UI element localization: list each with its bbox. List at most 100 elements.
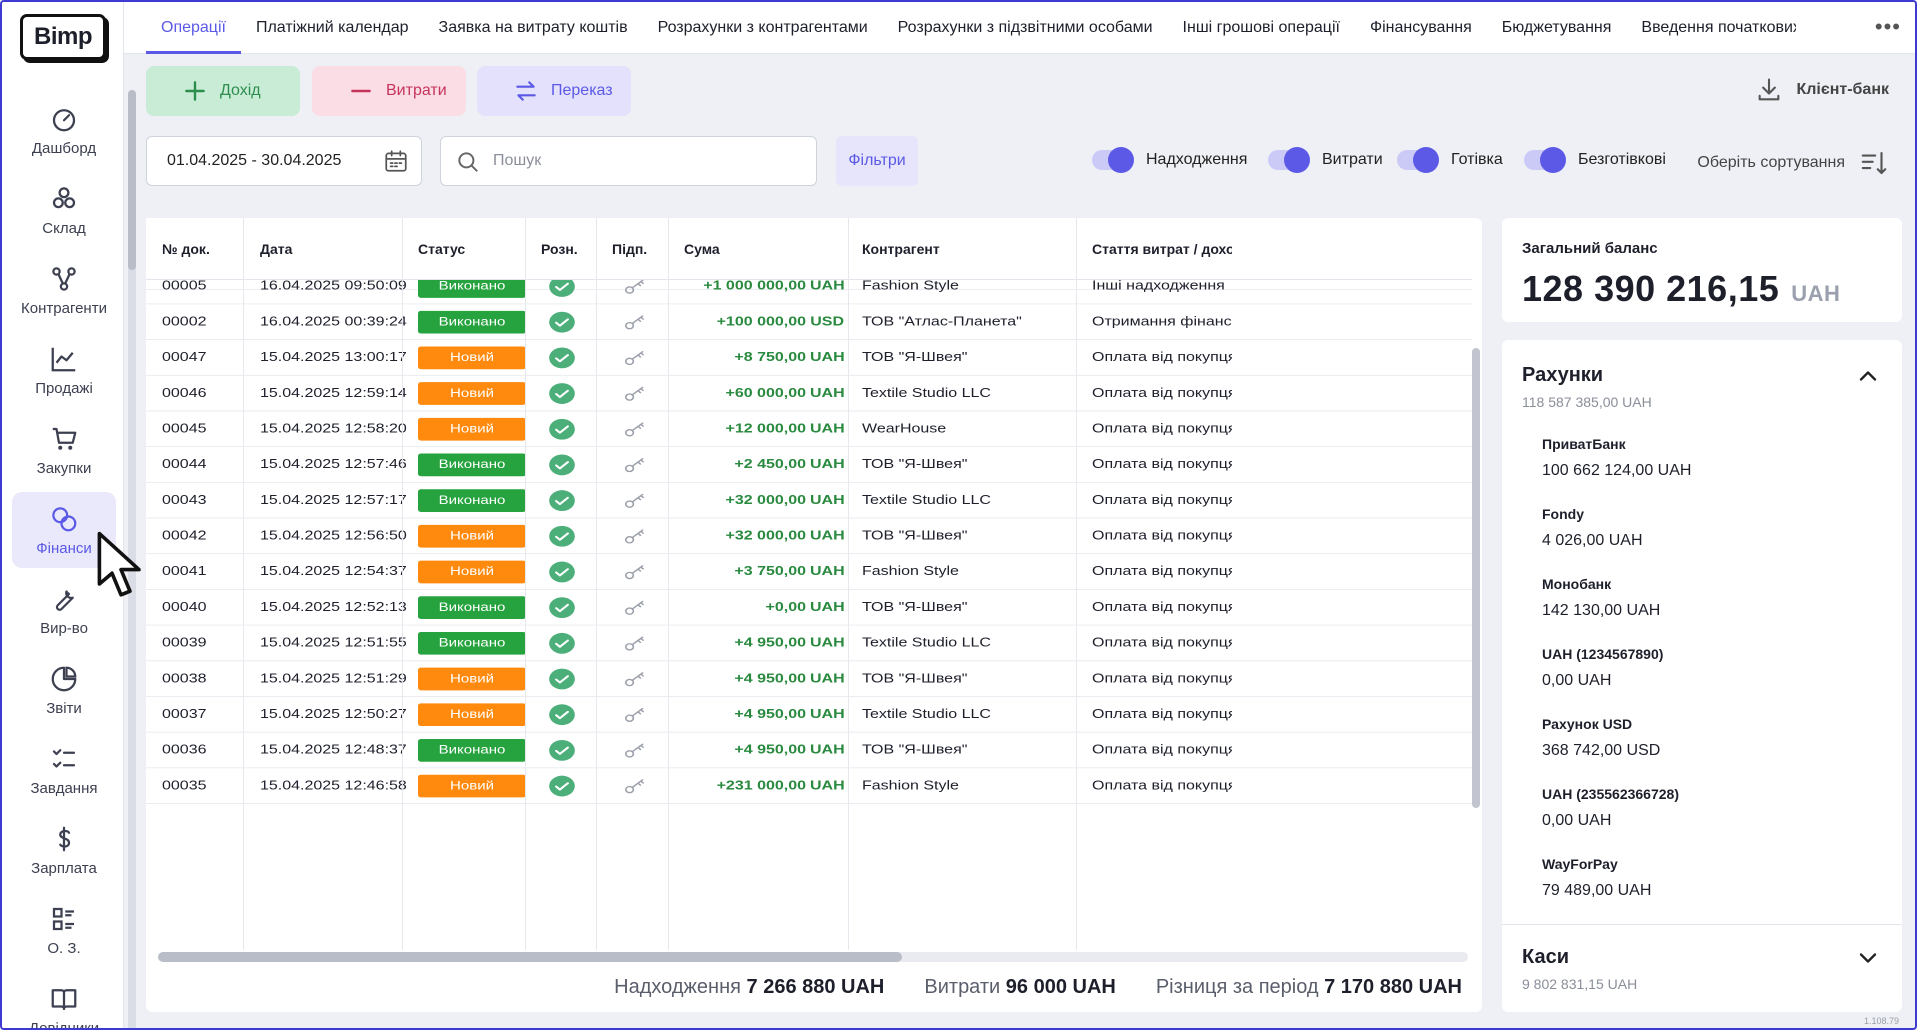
sort-dropdown[interactable]: Оберіть сортування bbox=[1697, 148, 1889, 178]
column-header-3[interactable]: Розн. bbox=[541, 241, 578, 257]
status-badge[interactable]: Новий bbox=[418, 346, 526, 370]
search-input[interactable] bbox=[493, 137, 803, 185]
calendar-icon[interactable] bbox=[383, 148, 409, 174]
sidebar-item-11[interactable]: Довідники bbox=[12, 972, 116, 1028]
table-row[interactable]: 00037 15.04.2025 12:50:27 Новий +4 950,00 UA… bbox=[146, 697, 1472, 733]
sidebar-item-10[interactable]: О. З. bbox=[12, 892, 116, 968]
chevron-up-icon[interactable] bbox=[1854, 362, 1882, 390]
tab-2[interactable]: Заявка на витрату коштів bbox=[438, 19, 628, 36]
tab-3[interactable]: Розрахунки з контрагентами bbox=[657, 19, 868, 36]
sidebar-item-2[interactable]: Контрагенти bbox=[12, 252, 116, 328]
date-range-picker[interactable]: 01.04.2025 - 30.04.2025 bbox=[146, 136, 422, 186]
status-badge[interactable]: Новий bbox=[418, 703, 526, 727]
key-icon[interactable] bbox=[622, 776, 648, 797]
tab-7[interactable]: Бюджетування bbox=[1501, 19, 1612, 36]
table-row[interactable]: 00002 16.04.2025 00:39:24 Виконано +100 000… bbox=[146, 304, 1472, 341]
table-vertical-scrollbar[interactable] bbox=[1472, 348, 1480, 808]
column-header-2[interactable]: Статус bbox=[418, 241, 466, 257]
accounts-title[interactable]: Рахунки bbox=[1522, 364, 1604, 386]
key-icon[interactable] bbox=[622, 454, 648, 475]
column-header-7[interactable]: Стаття витрат / доходів bbox=[1092, 241, 1232, 257]
key-icon[interactable] bbox=[622, 276, 648, 297]
column-divider[interactable] bbox=[668, 218, 669, 950]
key-icon[interactable] bbox=[622, 419, 648, 440]
cell-contractor[interactable]: Fashion Style bbox=[862, 778, 959, 793]
cell-contractor[interactable]: ТОВ "Я-Швея" bbox=[862, 600, 968, 615]
key-icon[interactable] bbox=[622, 561, 648, 582]
status-badge[interactable]: Новий bbox=[418, 417, 526, 441]
tab-0[interactable]: Операції bbox=[146, 2, 241, 54]
table-row[interactable]: 00038 15.04.2025 12:51:29 Новий +4 950,00 UA… bbox=[146, 661, 1472, 697]
table-row[interactable]: 00039 15.04.2025 12:51:55 Виконано +4 950,0… bbox=[146, 625, 1472, 662]
column-divider[interactable] bbox=[596, 218, 597, 950]
status-badge[interactable]: Виконано bbox=[418, 631, 526, 655]
tab-6[interactable]: Фінансування bbox=[1369, 19, 1472, 36]
more-tabs-icon[interactable]: ••• bbox=[1874, 14, 1901, 39]
column-header-5[interactable]: Сума bbox=[684, 241, 720, 257]
key-icon[interactable] bbox=[622, 526, 648, 547]
add-income-button[interactable]: Дохід bbox=[146, 66, 300, 116]
table-row[interactable]: 00047 15.04.2025 13:00:17 Новий +8 750,00 UA… bbox=[146, 340, 1472, 376]
cash-title[interactable]: Каси bbox=[1522, 946, 1569, 968]
sidebar-item-0[interactable]: Дашборд bbox=[12, 92, 116, 168]
table-horizontal-scrollbar[interactable] bbox=[158, 952, 1468, 962]
account-item[interactable]: UAH (235562366728) 0,00 UAH bbox=[1542, 786, 1679, 830]
column-header-1[interactable]: Дата bbox=[260, 241, 293, 257]
key-icon[interactable] bbox=[622, 597, 648, 618]
cell-contractor[interactable]: ТОВ "Я-Швея" bbox=[862, 457, 968, 472]
status-badge[interactable]: Виконано bbox=[418, 310, 526, 334]
cell-contractor[interactable]: ТОВ "Я-Швея" bbox=[862, 350, 968, 365]
cell-contractor[interactable]: Textile Studio LLC bbox=[862, 636, 991, 650]
status-badge[interactable]: Новий bbox=[418, 774, 526, 798]
table-row[interactable]: 00042 15.04.2025 12:56:50 Новий +32 000,00 U… bbox=[146, 518, 1472, 555]
account-item[interactable]: Рахунок USD 368 742,00 USD bbox=[1542, 716, 1660, 760]
sidebar-item-3[interactable]: Продажі bbox=[12, 332, 116, 408]
toggle-cashless-switch[interactable] bbox=[1524, 147, 1566, 173]
status-badge[interactable]: Новий bbox=[418, 524, 526, 548]
status-badge[interactable]: Виконано bbox=[418, 275, 526, 298]
key-icon[interactable] bbox=[622, 490, 648, 511]
account-item[interactable]: UAH (1234567890) 0,00 UAH bbox=[1542, 646, 1663, 690]
table-row[interactable]: 00035 15.04.2025 12:46:58 Новий +231 000,00… bbox=[146, 768, 1472, 804]
sidebar-item-1[interactable]: Склад bbox=[12, 172, 116, 248]
table-row[interactable]: 00036 15.04.2025 12:48:37 Виконано +4 950,0… bbox=[146, 733, 1472, 769]
toggle-cashless[interactable]: Безготівкові bbox=[1524, 147, 1666, 173]
toggle-cash[interactable]: Готівка bbox=[1397, 147, 1503, 173]
table-row[interactable]: 00044 15.04.2025 12:57:46 Виконано +2 450,0… bbox=[146, 447, 1472, 483]
status-badge[interactable]: Виконано bbox=[418, 453, 526, 477]
chevron-down-icon[interactable] bbox=[1854, 944, 1882, 972]
column-header-0[interactable]: № док. bbox=[162, 241, 210, 257]
table-hscroll-thumb[interactable] bbox=[158, 952, 902, 962]
table-row[interactable]: 00046 15.04.2025 12:59:14 Новий +60 000,00 U… bbox=[146, 376, 1472, 412]
column-divider[interactable] bbox=[243, 218, 244, 950]
sidebar-item-7[interactable]: Звіти bbox=[12, 652, 116, 728]
tab-4[interactable]: Розрахунки з підзвітними особами bbox=[897, 19, 1153, 36]
toggle-expense-switch[interactable] bbox=[1268, 147, 1310, 173]
account-item[interactable]: WayForPay 79 489,00 UAH bbox=[1542, 856, 1651, 900]
column-divider[interactable] bbox=[402, 218, 403, 950]
cell-contractor[interactable]: ТОВ "Я-Швея" bbox=[862, 743, 968, 757]
add-transfer-button[interactable]: Переказ bbox=[477, 66, 631, 116]
table-row[interactable]: 00045 15.04.2025 12:58:20 Новий +12 000,00 U… bbox=[146, 411, 1472, 448]
account-item[interactable]: Монобанк 142 130,00 UAH bbox=[1542, 576, 1660, 620]
toggle-expense[interactable]: Витрати bbox=[1268, 147, 1383, 173]
toggle-income[interactable]: Надходження bbox=[1092, 147, 1247, 173]
toggle-cash-switch[interactable] bbox=[1397, 147, 1439, 173]
account-item[interactable]: ПриватБанк 100 662 124,00 UAH bbox=[1542, 436, 1691, 480]
column-divider[interactable] bbox=[1076, 218, 1077, 950]
table-row[interactable]: 00005 16.04.2025 09:50:09 Виконано +1 000 0… bbox=[146, 269, 1472, 305]
column-header-6[interactable]: Контрагент bbox=[862, 241, 940, 257]
key-icon[interactable] bbox=[622, 704, 648, 725]
cell-contractor[interactable]: ТОВ "Атлас-Планета" bbox=[862, 314, 1022, 329]
cell-contractor[interactable]: ТОВ "Я-Швея" bbox=[862, 671, 968, 686]
column-divider[interactable] bbox=[848, 218, 849, 950]
key-icon[interactable] bbox=[622, 312, 648, 333]
column-divider[interactable] bbox=[525, 218, 526, 950]
cell-contractor[interactable]: Fashion Style bbox=[862, 564, 959, 579]
tab-8[interactable]: Введення початкових bbox=[1641, 19, 1797, 36]
status-badge[interactable]: Новий bbox=[418, 560, 526, 584]
page-scrollbar[interactable] bbox=[128, 90, 136, 1028]
status-badge[interactable]: Виконано bbox=[418, 489, 526, 512]
account-item[interactable]: Fondy 4 026,00 UAH bbox=[1542, 506, 1643, 550]
sidebar-item-8[interactable]: Завдання bbox=[12, 732, 116, 808]
